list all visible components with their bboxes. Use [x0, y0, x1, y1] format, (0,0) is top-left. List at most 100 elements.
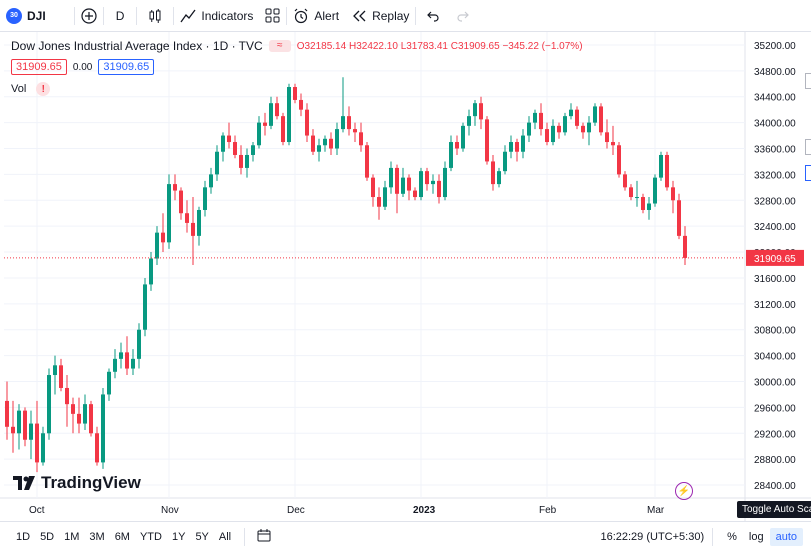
candle-body[interactable] [623, 174, 627, 188]
candle-body[interactable] [551, 125, 555, 143]
candle-body[interactable] [515, 142, 519, 152]
candle-body[interactable] [101, 394, 105, 463]
candle-body[interactable] [425, 171, 429, 185]
candle-body[interactable] [263, 122, 267, 126]
log-toggle[interactable]: log [748, 530, 764, 543]
candle-body[interactable] [317, 145, 321, 152]
candle-body[interactable] [137, 329, 141, 359]
candle-body[interactable] [659, 154, 663, 178]
candle-body[interactable] [593, 106, 597, 123]
candle-body[interactable] [17, 410, 21, 434]
auto-toggle[interactable]: auto [769, 527, 803, 546]
candle-body[interactable] [449, 142, 453, 168]
candle-body[interactable] [353, 129, 357, 133]
candle-body[interactable] [311, 135, 315, 152]
candle-body[interactable] [557, 125, 561, 133]
candle-body[interactable] [113, 358, 117, 372]
undo-button[interactable] [416, 0, 450, 31]
candle-body[interactable] [443, 167, 447, 198]
buy-price[interactable]: 31909.65 [98, 59, 155, 75]
candle-body[interactable] [203, 187, 207, 210]
candle-body[interactable] [677, 200, 681, 236]
indicators-button[interactable]: Indicators [174, 0, 259, 31]
compare-button[interactable] [75, 0, 103, 31]
candle-body[interactable] [365, 145, 369, 178]
candle-body[interactable] [47, 375, 51, 434]
candle-body[interactable] [455, 142, 459, 149]
candle-body[interactable] [251, 145, 255, 155]
candle-body[interactable] [173, 184, 177, 191]
candle-body[interactable] [617, 145, 621, 175]
candle-body[interactable] [401, 177, 405, 194]
candle-body[interactable] [635, 197, 639, 199]
warning-icon[interactable]: ! [36, 82, 51, 96]
candle-body[interactable] [29, 423, 33, 440]
candle-body[interactable] [227, 135, 231, 143]
edge-button[interactable] [805, 139, 811, 155]
candle-body[interactable] [539, 112, 543, 130]
candle-body[interactable] [437, 180, 441, 198]
candle-body[interactable] [209, 174, 213, 188]
candle-body[interactable] [191, 222, 195, 236]
candle-body[interactable] [125, 352, 129, 369]
candle-body[interactable] [671, 187, 675, 201]
candle-body[interactable] [587, 122, 591, 133]
candle-body[interactable] [599, 106, 603, 133]
edge-button[interactable] [805, 165, 811, 181]
candle-body[interactable] [371, 177, 375, 198]
candle-body[interactable] [653, 177, 657, 204]
candle-body[interactable] [119, 352, 123, 359]
candle-body[interactable] [527, 122, 531, 136]
candle-body[interactable] [335, 129, 339, 149]
candle-body[interactable] [431, 180, 435, 185]
candle-body[interactable] [149, 258, 153, 285]
candle-body[interactable] [89, 404, 93, 434]
candle-body[interactable] [167, 184, 171, 243]
candle-body[interactable] [155, 232, 159, 259]
range-button-1d[interactable]: 1D [16, 530, 31, 543]
interval-button[interactable]: D [104, 0, 137, 31]
candle-body[interactable] [383, 187, 387, 207]
candle-body[interactable] [281, 116, 285, 143]
candle-body[interactable] [575, 109, 579, 126]
candle-body[interactable] [143, 284, 147, 330]
candle-body[interactable] [185, 213, 189, 223]
candle-body[interactable] [305, 109, 309, 136]
candle-body[interactable] [71, 404, 75, 414]
candle-body[interactable] [23, 410, 27, 440]
candle-body[interactable] [215, 151, 219, 175]
candle-body[interactable] [53, 365, 57, 376]
candle-body[interactable] [569, 109, 573, 117]
candle-body[interactable] [5, 400, 9, 427]
candle-body[interactable] [347, 116, 351, 130]
range-button-ytd[interactable]: YTD [139, 530, 162, 543]
chart-type-button[interactable] [137, 0, 173, 31]
symbol-search[interactable]: 30 DJI [0, 0, 52, 31]
candle-body[interactable] [629, 187, 633, 198]
candle-body[interactable] [107, 371, 111, 395]
candle-body[interactable] [269, 103, 273, 126]
candle-body[interactable] [413, 190, 417, 198]
candle-body[interactable] [461, 125, 465, 149]
alert-button[interactable]: Alert [287, 0, 345, 31]
events-flash-icon[interactable]: ⚡ [675, 482, 693, 500]
redo-button[interactable] [450, 0, 476, 31]
edge-button[interactable] [805, 73, 811, 89]
candle-body[interactable] [299, 99, 303, 110]
candle-body[interactable] [683, 235, 687, 258]
range-button-5y[interactable]: 5Y [195, 530, 209, 543]
candle-body[interactable] [161, 232, 165, 243]
clock-time[interactable]: 16:22:29 (UTC+5:30) [600, 530, 705, 543]
candle-body[interactable] [359, 132, 363, 146]
candle-body[interactable] [293, 87, 297, 100]
candle-body[interactable] [581, 125, 585, 133]
range-button-3m[interactable]: 3M [89, 530, 105, 543]
candle-body[interactable] [563, 116, 567, 133]
candle-body[interactable] [287, 87, 291, 143]
candle-body[interactable] [611, 142, 615, 146]
date-range-button[interactable] [245, 528, 283, 545]
candle-body[interactable] [497, 171, 501, 185]
candle-body[interactable] [419, 171, 423, 198]
candle-body[interactable] [245, 154, 249, 168]
